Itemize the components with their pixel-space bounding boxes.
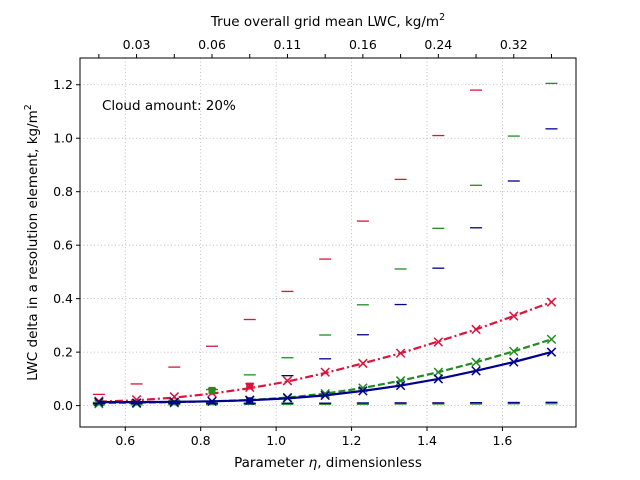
x-axis-title: Parameter η, dimensionless — [234, 455, 422, 471]
y-axis-title-sup: 2 — [23, 104, 34, 110]
x-marker — [131, 398, 142, 408]
x-marker-stroke — [546, 347, 557, 357]
x-marker-stroke — [471, 366, 481, 376]
x-marker-stroke — [395, 380, 406, 391]
series-layer — [92, 82, 558, 409]
x-marker-stroke — [320, 390, 330, 401]
x-marker — [546, 334, 557, 345]
x-marker — [169, 397, 180, 407]
x-marker-stroke — [245, 395, 255, 405]
x-tick-label: 0.6 — [115, 433, 135, 448]
x-marker-stroke — [94, 397, 104, 407]
x-marker-stroke — [282, 392, 293, 403]
x-marker — [471, 324, 481, 335]
x-marker-stroke — [546, 297, 557, 307]
top-x-tick-label: 0.24 — [424, 37, 452, 52]
x-tick-label: 1.6 — [493, 433, 513, 448]
x-marker-stroke — [395, 348, 406, 358]
x-marker — [245, 382, 255, 393]
top-x-tick-label: 0.16 — [349, 37, 377, 52]
x-marker-stroke — [509, 311, 519, 321]
x-marker-stroke — [320, 367, 330, 377]
top-x-axis-title: True overall grid mean LWC, kg/m2 — [210, 12, 445, 30]
x-marker-stroke — [433, 337, 444, 347]
x-marker — [282, 392, 293, 403]
square-marker — [208, 386, 216, 394]
x-axis-title-suffix: , dimensionless — [317, 455, 422, 471]
x-marker — [471, 366, 481, 376]
x-marker — [395, 348, 406, 358]
y-tick-label: 0.0 — [53, 398, 73, 413]
y-axis-title: LWC delta in a resolution element, kg/m2 — [23, 104, 41, 381]
x-marker — [433, 374, 444, 384]
grid-lines — [80, 58, 576, 427]
x-marker — [282, 376, 293, 386]
x-marker-stroke — [207, 396, 217, 407]
x-marker-stroke — [509, 346, 519, 357]
y-tick-label: 0.8 — [53, 184, 73, 199]
x-marker — [94, 397, 104, 407]
x-marker-stroke — [433, 367, 444, 377]
x-tick-label: 1.0 — [266, 433, 286, 448]
x-tick-label: 1.2 — [342, 433, 362, 448]
x-marker — [546, 347, 557, 357]
x-marker — [509, 357, 519, 367]
x-marker-stroke — [433, 374, 444, 384]
y-tick-label: 1.0 — [53, 131, 73, 146]
x-marker — [358, 358, 368, 369]
x-marker-stroke — [358, 386, 368, 396]
y-axis-title-main: LWC delta in a resolution element, kg/m — [25, 110, 41, 381]
x-marker — [433, 367, 444, 377]
x-marker-stroke — [169, 397, 180, 407]
x-marker-stroke — [282, 376, 293, 386]
x-axis-title-symbol: η — [309, 455, 318, 471]
cloud-amount-annotation: Cloud amount: 20% — [102, 98, 236, 114]
x-marker — [207, 396, 217, 407]
x-marker-stroke — [509, 357, 519, 367]
top-x-axis-title-sup: 2 — [439, 12, 445, 23]
x-marker-stroke — [471, 357, 481, 368]
x-marker — [358, 386, 368, 396]
x-marker-stroke — [358, 358, 368, 369]
top-x-tick-label: 0.06 — [198, 37, 226, 52]
square-marker — [246, 382, 254, 390]
y-tick-label: 1.2 — [53, 77, 73, 92]
top-x-tick-label: 0.03 — [123, 37, 151, 52]
x-marker — [320, 367, 330, 377]
y-tick-label: 0.4 — [53, 291, 73, 306]
top-x-tick-label: 0.11 — [274, 37, 302, 52]
plot-frame — [79, 57, 577, 428]
y-tick-label: 0.2 — [53, 345, 73, 360]
x-tick-label: 0.8 — [191, 433, 211, 448]
series-3 — [92, 128, 558, 408]
x-marker — [509, 346, 519, 357]
y-tick-label: 0.6 — [53, 238, 73, 253]
axes: 0.6 0.8 1.0 1.2 1.4 1.6 0.0 0.2 0.4 0.6 0.8 1.0 1.2 0… — [53, 37, 552, 448]
x-marker — [509, 311, 519, 321]
x-marker-stroke — [245, 382, 255, 393]
x-marker — [395, 380, 406, 391]
x-marker — [546, 297, 557, 307]
x-marker — [471, 357, 481, 368]
x-marker — [433, 337, 444, 347]
x-marker-stroke — [471, 324, 481, 335]
x-marker — [245, 395, 255, 405]
x-marker-stroke — [546, 334, 557, 345]
x-axis-title-prefix: Parameter — [234, 455, 309, 471]
top-x-tick-label: 0.32 — [500, 37, 528, 52]
x-marker — [320, 390, 330, 401]
top-x-axis-title-main: True overall grid mean LWC, kg/m — [210, 14, 439, 30]
x-tick-label: 1.4 — [417, 433, 437, 448]
x-marker-stroke — [131, 398, 142, 408]
